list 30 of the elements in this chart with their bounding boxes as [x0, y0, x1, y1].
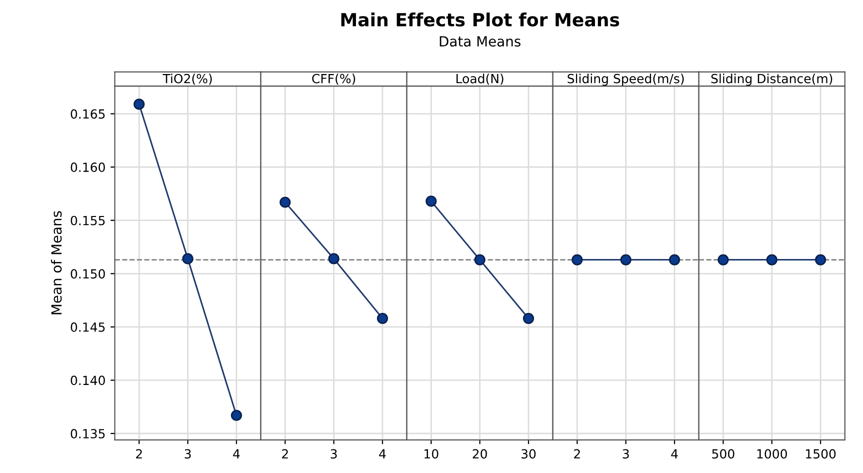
x-tick-label: 20 [472, 449, 487, 459]
y-tick-label: 0.165 [70, 109, 105, 119]
x-tick-label: 3 [330, 449, 337, 459]
x-tick-label: 1000 [757, 449, 787, 459]
y-tick-label: 0.140 [70, 376, 105, 386]
x-tick-label: 3 [622, 449, 629, 459]
x-tick-label: 10 [424, 449, 438, 459]
x-tick-label: 30 [522, 449, 536, 459]
y-tick-label: 0.135 [70, 428, 105, 438]
x-tick-label: 2 [136, 449, 142, 458]
x-axis-title: Load(N) [456, 74, 504, 85]
x-axis-title: Sliding Distance(m) [711, 74, 832, 86]
x-axis-title: TiO2(%) [162, 74, 212, 85]
x-tick-label: 4 [233, 449, 240, 458]
chart-subtitle: Data Means [440, 36, 520, 47]
y-tick-label: 0.160 [70, 162, 105, 172]
y-tick-label: 0.150 [70, 269, 105, 279]
y-tick-label: 0.145 [70, 322, 105, 332]
y-tick-label: 0.155 [70, 216, 105, 226]
x-tick-label: 2 [282, 449, 288, 458]
x-axis-title: CFF(%) [312, 74, 356, 85]
x-tick-label: 500 [712, 449, 734, 459]
x-tick-label: 1500 [806, 449, 836, 459]
x-tick-label: 2 [574, 449, 580, 458]
x-tick-label: 3 [184, 449, 191, 459]
x-axis-title: Sliding Speed(m/s) [568, 74, 684, 86]
y-axis-title: Mean of Means [50, 211, 62, 314]
x-tick-label: 4 [379, 449, 386, 458]
x-tick-label: 4 [671, 449, 678, 458]
chart-title: Main Effects Plot for Means [341, 12, 620, 27]
